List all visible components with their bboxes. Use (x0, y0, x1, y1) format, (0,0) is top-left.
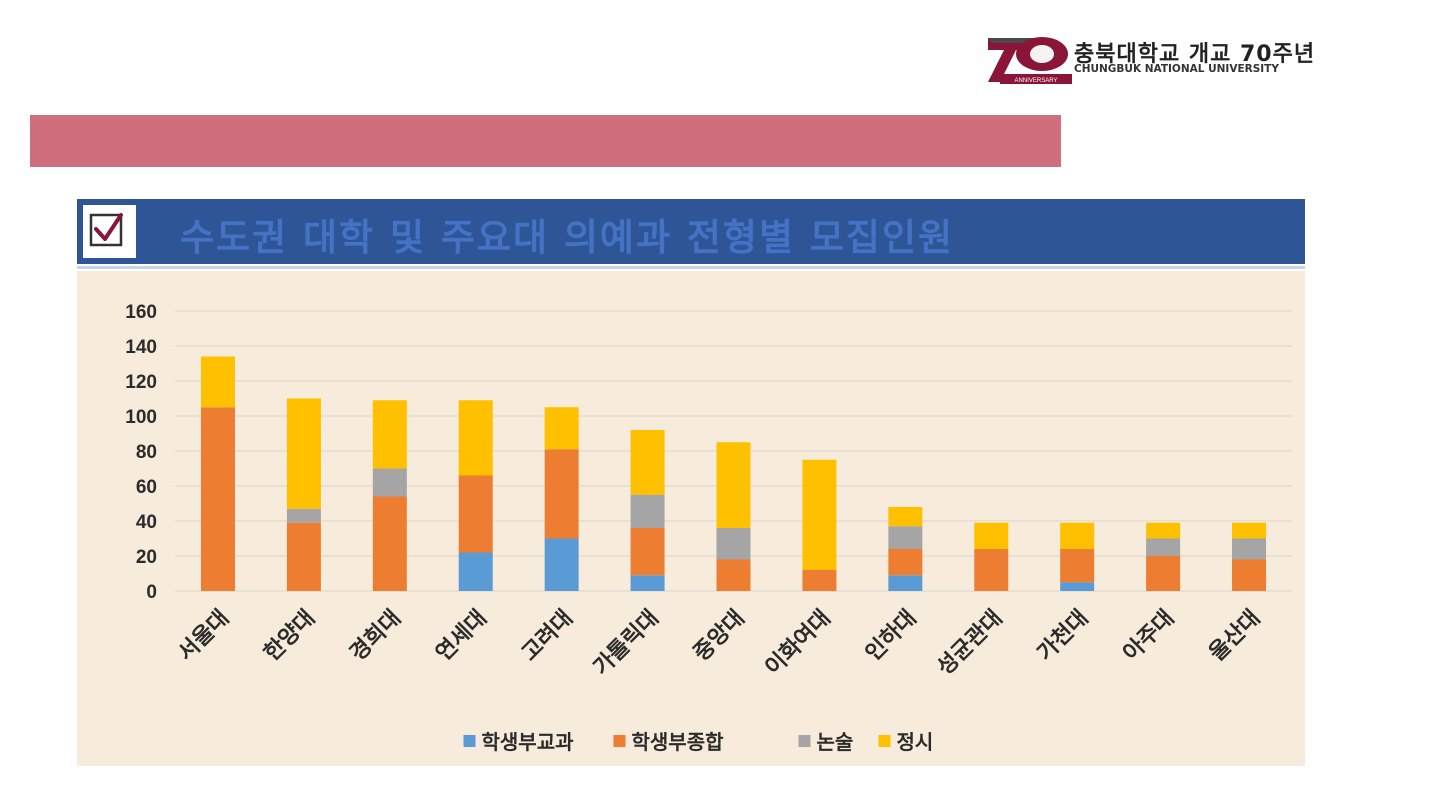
x-tick-label: 가톨릭대 (589, 606, 664, 681)
bar-segment (1232, 559, 1267, 591)
title-band (77, 199, 1305, 264)
bar-segment (974, 522, 1009, 549)
x-tick-label: 인하대 (861, 606, 922, 667)
x-tick-label: 중앙대 (689, 606, 750, 667)
bar-segment (716, 559, 751, 591)
bar-segment (1060, 549, 1095, 583)
page-title: 수도권 대학 및 주요대 의예과 전형별 모집인원 (180, 216, 955, 259)
x-tick-label: 성균관대 (933, 606, 1008, 681)
legend-label: 논술 (817, 730, 854, 754)
legend-swatch (613, 735, 626, 747)
y-tick-label: 80 (136, 442, 157, 463)
y-tick-label: 40 (136, 512, 157, 533)
bar-segment (544, 449, 579, 539)
legend-swatch (463, 735, 476, 747)
bar-segment (458, 552, 493, 591)
bar-segment (630, 494, 665, 528)
x-tick-label: 이화여대 (761, 606, 836, 681)
x-tick-label: 울산대 (1205, 606, 1266, 667)
bar-segment (458, 400, 493, 476)
bar-segment (802, 459, 837, 570)
y-tick-label: 140 (125, 337, 157, 358)
chart-panel: 0 20 40 60 80 100 120 140 160 서울대 한양대 경희대 연세대 고려대 가톨릭대… (77, 271, 1305, 766)
stacked-bar-chart: 0 20 40 60 80 100 120 140 160 서울대 한양대 경희대 연세대 고려대 가톨릭대… (125, 302, 1292, 754)
bar-segment (200, 356, 235, 408)
legend-label: 학생부교과 (482, 730, 575, 754)
bar-segment (1060, 582, 1095, 591)
anniversary-emblem-icon: ANNIVERSARY (988, 37, 1072, 84)
bar-segment (888, 549, 923, 576)
bar-segment (974, 549, 1009, 591)
logo-subtitle: CHUNGBUK NATIONAL UNIVERSITY (1074, 63, 1279, 75)
bar-segment (286, 508, 321, 523)
bar-segment (458, 475, 493, 553)
checkbox-icon (83, 205, 136, 258)
bar-segment (372, 400, 407, 469)
bar-segment (372, 496, 407, 591)
bar-segment (888, 507, 923, 527)
legend-swatch (798, 735, 811, 747)
bar-segment (1146, 556, 1181, 591)
x-tick-label: 가천대 (1033, 606, 1094, 667)
bar-segment (802, 570, 837, 591)
x-tick-label: 아주대 (1119, 606, 1180, 667)
bar-segment (716, 442, 751, 528)
bar-segment (1232, 538, 1267, 560)
y-tick-label: 120 (125, 372, 157, 393)
bar-segment (544, 538, 579, 591)
x-tick-label: 경희대 (345, 606, 406, 667)
bar-segment (286, 522, 321, 591)
logo-title: 충북대학교 개교 70주년 (1074, 42, 1316, 67)
bar-segment (888, 575, 923, 591)
y-tick-label: 60 (136, 477, 157, 498)
y-tick-label: 20 (136, 547, 157, 568)
x-tick-label: 연세대 (431, 606, 492, 667)
bar-segment (888, 526, 923, 549)
bar-segment (630, 575, 665, 591)
title-underline (77, 266, 1305, 269)
bar-segment (1146, 522, 1181, 539)
bar-segment (1232, 522, 1267, 539)
bar-segment (286, 398, 321, 509)
bar-segment (372, 468, 407, 497)
bar-segment (630, 430, 665, 495)
x-tick-label: 서울대 (174, 606, 235, 667)
y-tick-label: 0 (146, 582, 157, 603)
bar-segment (200, 407, 235, 591)
y-tick-label: 160 (125, 302, 157, 323)
x-tick-label: 한양대 (260, 606, 321, 667)
bar-segment (1146, 538, 1181, 556)
legend-label: 학생부종합 (632, 730, 725, 754)
svg-text:ANNIVERSARY: ANNIVERSARY (1015, 78, 1058, 84)
decorative-banner (30, 115, 1061, 167)
bar-segment (716, 528, 751, 560)
bar-segment (1060, 522, 1095, 549)
university-logo: ANNIVERSARY 충북대학교 개교 70주년 CHUNGBUK NATIO… (986, 30, 1346, 86)
x-tick-label: 고려대 (517, 606, 578, 667)
legend-swatch (878, 735, 891, 747)
legend-label: 정시 (897, 730, 934, 754)
bar-segment (544, 407, 579, 450)
y-tick-label: 100 (125, 407, 157, 428)
bar-segment (630, 528, 665, 576)
